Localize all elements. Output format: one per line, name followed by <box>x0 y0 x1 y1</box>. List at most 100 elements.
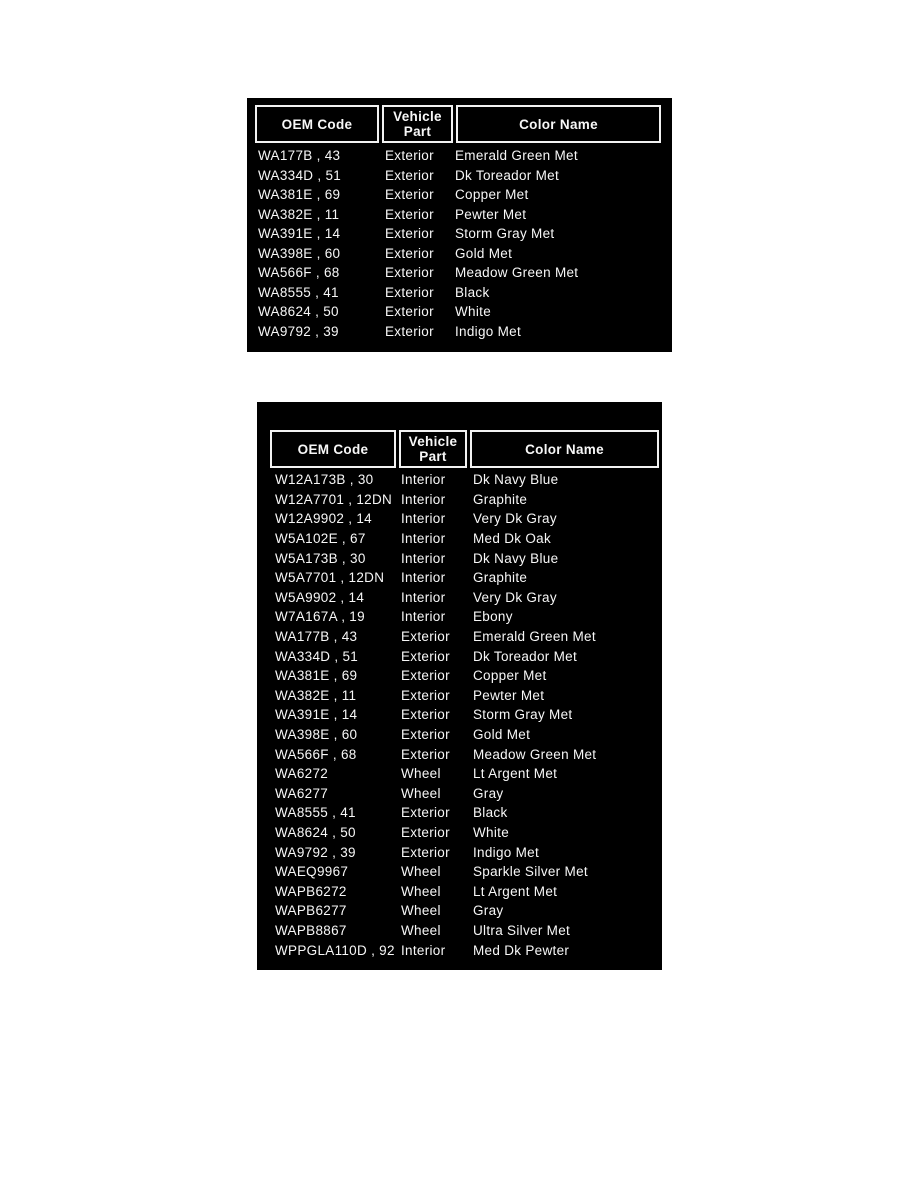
vehicle-part-cell: Exterior <box>385 226 434 242</box>
oem-code-cell: WA8624 , 50 <box>275 824 356 840</box>
vehicle-part-cell: Exterior <box>401 648 450 664</box>
color-name-cell: Pewter Met <box>473 687 545 703</box>
oem-code-cell: WA382E , 11 <box>275 687 357 703</box>
table-row: W12A7701 , 12DN Interior Graphite <box>275 490 662 510</box>
table-row: W7A167A , 19 Interior Ebony <box>275 607 662 627</box>
color-name-cell: Pewter Met <box>455 206 527 222</box>
table-row: WA334D , 51 Exterior Dk Toreador Met <box>258 166 672 186</box>
color-name-cell: Gold Met <box>473 727 531 743</box>
vehicle-part-cell: Exterior <box>401 629 450 645</box>
vehicle-part-cell: Wheel <box>401 883 441 899</box>
vehicle-part-cell: Exterior <box>385 245 434 261</box>
oem-code-cell: WA8624 , 50 <box>258 304 339 320</box>
table-row: WA9792 , 39 Exterior Indigo Met <box>258 322 672 342</box>
oem-code-cell: WA8555 , 41 <box>258 284 339 300</box>
oem-code-cell: WA398E , 60 <box>275 727 358 743</box>
paint-codes-table-top: OEM Code Vehicle Part Color Name WA177B … <box>247 98 672 352</box>
color-name-cell: Ebony <box>473 609 513 625</box>
vehicle-part-cell: Exterior <box>401 824 450 840</box>
table-row: W5A102E , 67 Interior Med Dk Oak <box>275 529 662 549</box>
color-name-cell: Indigo Met <box>473 844 540 860</box>
vehicle-part-cell: Interior <box>401 491 446 507</box>
oem-code-cell: W12A173B , 30 <box>275 472 374 488</box>
vehicle-part-cell: Wheel <box>401 864 441 880</box>
header-vehicle-part: Vehicle Part <box>382 105 453 143</box>
color-name-cell: Very Dk Gray <box>473 589 557 605</box>
table-body: W12A173B , 30 Interior Dk Navy Blue W12A… <box>257 470 662 960</box>
oem-code-cell: WA6277 <box>275 785 329 801</box>
table-row: WA8555 , 41 Exterior Black <box>275 803 662 823</box>
table-row: W5A9902 , 14 Interior Very Dk Gray <box>275 588 662 608</box>
header-color-name: Color Name <box>470 430 659 468</box>
table-row: WAPB6277 Wheel Gray <box>275 901 662 921</box>
color-name-cell: White <box>455 304 492 320</box>
oem-code-cell: WA382E , 11 <box>258 206 340 222</box>
table-row: WA382E , 11 Exterior Pewter Met <box>275 686 662 706</box>
oem-code-cell: W5A102E , 67 <box>275 531 366 547</box>
table-row: W12A173B , 30 Interior Dk Navy Blue <box>275 470 662 490</box>
color-name-cell: Gold Met <box>455 245 513 261</box>
vehicle-part-cell: Wheel <box>401 785 441 801</box>
table-row: WA177B , 43 Exterior Emerald Green Met <box>258 146 672 166</box>
color-name-cell: Very Dk Gray <box>473 511 557 527</box>
oem-code-cell: WA381E , 69 <box>275 668 358 684</box>
header-oem-code: OEM Code <box>270 430 396 468</box>
oem-code-cell: WAEQ9967 <box>275 864 349 880</box>
table-row: WA177B , 43 Exterior Emerald Green Met <box>275 627 662 647</box>
table-row: WA381E , 69 Exterior Copper Met <box>275 666 662 686</box>
vehicle-part-cell: Exterior <box>385 265 434 281</box>
header-vehicle-part: Vehicle Part <box>399 430 467 468</box>
table-row: WA6277 Wheel Gray <box>275 784 662 804</box>
oem-code-cell: WA177B , 43 <box>275 629 358 645</box>
color-name-cell: Storm Gray Met <box>455 226 555 242</box>
color-name-cell: Gray <box>473 785 504 801</box>
color-name-cell: Gray <box>473 903 504 919</box>
color-name-cell: Emerald Green Met <box>473 629 596 645</box>
vehicle-part-cell: Exterior <box>385 284 434 300</box>
oem-code-cell: W12A7701 , 12DN <box>275 491 393 507</box>
color-name-cell: Dk Navy Blue <box>473 472 559 488</box>
color-name-cell: Black <box>455 284 490 300</box>
vehicle-part-cell: Interior <box>401 589 446 605</box>
table-row: WA8555 , 41 Exterior Black <box>258 283 672 303</box>
table-row: W12A9902 , 14 Interior Very Dk Gray <box>275 509 662 529</box>
oem-code-cell: WA381E , 69 <box>258 187 341 203</box>
color-name-cell: Lt Argent Met <box>473 883 558 899</box>
color-name-cell: Lt Argent Met <box>473 766 558 782</box>
oem-code-cell: WAPB6272 <box>275 883 347 899</box>
header-color-name: Color Name <box>456 105 661 143</box>
table-row: WA382E , 11 Exterior Pewter Met <box>258 205 672 225</box>
vehicle-part-cell: Interior <box>401 942 446 958</box>
vehicle-part-cell: Interior <box>401 511 446 527</box>
vehicle-part-cell: Interior <box>401 531 446 547</box>
vehicle-part-cell: Exterior <box>385 206 434 222</box>
oem-code-cell: WA8555 , 41 <box>275 805 356 821</box>
vehicle-part-cell: Interior <box>401 570 446 586</box>
color-name-cell: Meadow Green Met <box>473 746 597 762</box>
table-row: WA6272 Wheel Lt Argent Met <box>275 764 662 784</box>
oem-code-cell: W5A173B , 30 <box>275 550 366 566</box>
table-row: WA9792 , 39 Exterior Indigo Met <box>275 842 662 862</box>
table-row: WA566F , 68 Exterior Meadow Green Met <box>275 744 662 764</box>
table-row: WAPB8867 Wheel Ultra Silver Met <box>275 921 662 941</box>
table-row: WAEQ9967 Wheel Sparkle Silver Met <box>275 862 662 882</box>
table-row: WA566F , 68 Exterior Meadow Green Met <box>258 263 672 283</box>
vehicle-part-cell: Exterior <box>401 687 450 703</box>
oem-code-cell: WAPB6277 <box>275 903 347 919</box>
color-name-cell: Black <box>473 805 508 821</box>
vehicle-part-cell: Exterior <box>401 844 450 860</box>
table-header-row: OEM Code Vehicle Part Color Name <box>255 105 661 143</box>
vehicle-part-cell: Exterior <box>385 148 434 164</box>
oem-code-cell: WA566F , 68 <box>275 746 357 762</box>
vehicle-part-cell: Exterior <box>401 746 450 762</box>
color-name-cell: White <box>473 824 510 840</box>
oem-code-cell: WA9792 , 39 <box>258 323 339 339</box>
header-oem-code: OEM Code <box>255 105 379 143</box>
table-body: WA177B , 43 Exterior Emerald Green Met W… <box>247 146 672 341</box>
color-name-cell: Med Dk Pewter <box>473 942 570 958</box>
vehicle-part-cell: Wheel <box>401 903 441 919</box>
oem-code-cell: W7A167A , 19 <box>275 609 365 625</box>
vehicle-part-cell: Exterior <box>385 167 434 183</box>
color-name-cell: Sparkle Silver Met <box>473 864 588 880</box>
table-row: WPPGLA110D , 92 Interior Med Dk Pewter <box>275 940 662 960</box>
